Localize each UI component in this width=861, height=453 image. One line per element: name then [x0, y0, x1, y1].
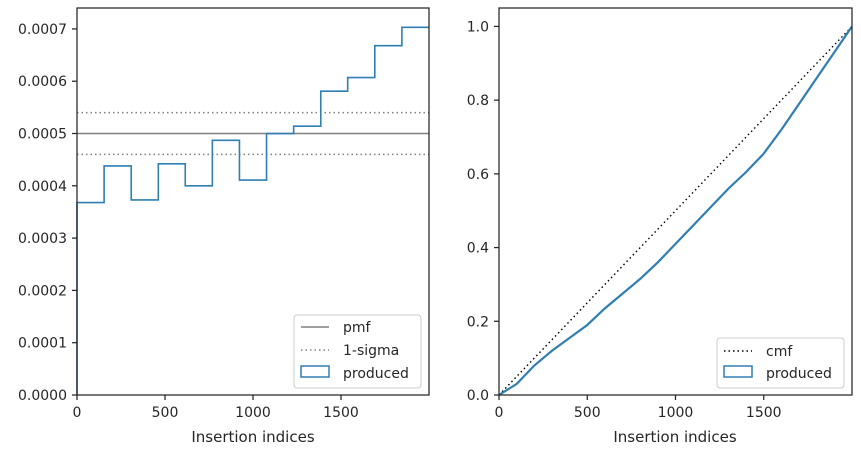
right-ytick-label: 0.8	[467, 93, 489, 109]
right-ytick-label: 0.0	[467, 388, 489, 404]
right-y-ticks: 0.0 0.2 0.4 0.6 0.8 1.0	[467, 19, 499, 404]
produced-cumulative-line	[498, 25, 853, 396]
left-ytick-label: 0.0005	[18, 127, 67, 143]
legend-cmf-label: cmf	[766, 344, 793, 360]
legend-sigma-label: 1-sigma	[343, 343, 399, 359]
right-legend: cmf produced	[716, 337, 845, 389]
left-xtick-label: 0	[73, 405, 82, 421]
left-ytick-label: 0.0007	[18, 22, 67, 38]
left-x-ticks: 0 500 1000 1500	[73, 395, 359, 421]
left-series	[76, 26, 429, 395]
legend-pmf-label: pmf	[343, 320, 372, 336]
produced-step-histogram	[76, 26, 429, 395]
left-xtick-label: 500	[152, 405, 179, 421]
cmf-chart: 0 500 1000 1500 0.0 0.2 0.4 0.6 0.8 1.0 Insertio…	[467, 7, 853, 446]
right-ytick-label: 0.4	[467, 241, 489, 257]
right-axes-frame	[498, 7, 853, 396]
left-y-ticks: 0.0000 0.0001 0.0002 0.0003 0.0004 0.0005 0.00…	[18, 22, 77, 404]
left-legend-box	[293, 314, 422, 389]
right-ytick-label: 1.0	[467, 19, 489, 35]
left-ytick-label: 0.0001	[18, 336, 67, 352]
right-ytick-label: 0.2	[467, 314, 489, 330]
legend-produced-swatch	[300, 365, 330, 378]
left-ytick-label: 0.0002	[18, 283, 67, 299]
right-legend-box	[716, 337, 845, 389]
right-ytick-label: 0.6	[467, 167, 489, 183]
left-xtick-label: 1000	[235, 405, 271, 421]
right-xtick-label: 500	[574, 405, 601, 421]
right-series	[498, 25, 853, 396]
left-ytick-label: 0.0003	[18, 231, 67, 247]
pmf-histogram-chart: 0 500 1000 1500 0.00000.00010.00020.00030.0…	[18, 7, 430, 446]
left-ytick-label: 0.0004	[18, 179, 67, 195]
right-xtick-label: 1500	[746, 405, 782, 421]
legend-produced-label-right: produced	[766, 366, 832, 382]
right-xtick-label: 1000	[658, 405, 694, 421]
left-x-axis-label: Insertion indices	[191, 428, 314, 446]
left-ytick-label: 0.0006	[18, 74, 67, 90]
right-x-axis-label: Insertion indices	[613, 428, 736, 446]
left-ytick-label: 0.0000	[18, 388, 67, 404]
left-legend: pmf 1-sigma produced	[293, 314, 422, 389]
left-reference-lines	[77, 111, 429, 156]
right-x-ticks: 0 500 1000 1500	[495, 395, 782, 421]
right-xtick-label: 0	[495, 405, 504, 421]
legend-produced-swatch-right	[723, 365, 753, 378]
left-xtick-label: 1500	[323, 405, 359, 421]
legend-produced-label: produced	[343, 366, 409, 382]
